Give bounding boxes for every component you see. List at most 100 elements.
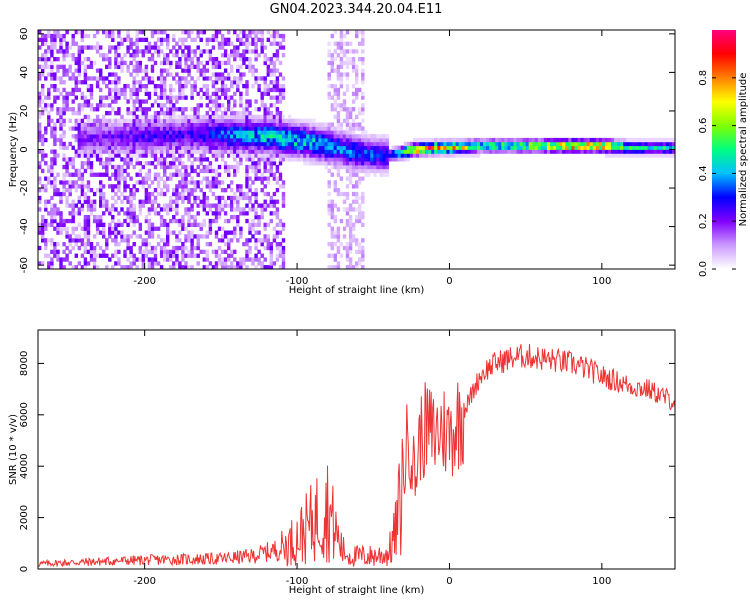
heatmap-cell	[150, 180, 155, 185]
heatmap-cell	[339, 41, 344, 46]
heatmap-cell	[361, 161, 365, 166]
heatmap-cell	[345, 191, 350, 197]
heatmap-cell	[251, 126, 255, 131]
heatmap-cell	[568, 137, 572, 143]
heatmap-cell	[239, 114, 243, 120]
heatmap-cell	[144, 145, 149, 150]
heatmap-cell	[38, 245, 42, 251]
heatmap-cell	[56, 107, 60, 112]
heatmap-cell	[159, 245, 164, 251]
heatmap-cell	[275, 118, 280, 123]
heatmap-cell	[74, 149, 78, 154]
heatmap-cell	[239, 207, 243, 212]
heatmap-cell	[38, 176, 42, 181]
heatmap-cell	[617, 141, 621, 147]
heatmap-cell	[342, 107, 347, 112]
heatmap-cell	[385, 157, 389, 162]
heatmap-cell	[102, 184, 106, 189]
heatmap-cell	[80, 203, 85, 208]
heatmap-cell	[68, 45, 72, 50]
heatmap-cell	[190, 176, 194, 181]
heatmap-cell	[135, 118, 139, 123]
heatmap-cell	[309, 153, 313, 158]
heatmap-cell	[135, 134, 139, 139]
heatmap-cell	[74, 242, 78, 247]
heatmap-cell	[153, 257, 158, 262]
heatmap-cell	[223, 37, 228, 42]
heatmap-cell	[446, 145, 450, 150]
heatmap-cell	[156, 126, 161, 131]
heatmap-cell	[623, 137, 627, 143]
heatmap-cell	[278, 253, 283, 258]
heatmap-cell	[111, 30, 115, 35]
heatmap-cell	[227, 107, 231, 112]
heatmap-cell	[245, 122, 249, 127]
heatmap-cell	[187, 80, 191, 85]
heatmap-cell	[327, 184, 331, 189]
heatmap-cell	[181, 149, 185, 154]
heatmap-cell	[498, 141, 502, 147]
heatmap-cell	[68, 211, 72, 216]
heatmap-cell	[504, 137, 508, 143]
heatmap-cell	[345, 176, 350, 181]
heatmap-cell	[59, 37, 63, 42]
heatmap-cell	[47, 95, 51, 100]
heatmap-cell	[233, 80, 237, 85]
heatmap-cell	[99, 137, 103, 143]
heatmap-cell	[278, 114, 283, 120]
heatmap-cell	[223, 91, 228, 96]
heatmap-cell	[333, 257, 337, 262]
heatmap-cell	[406, 149, 411, 154]
heatmap-cell	[248, 118, 252, 123]
heatmap-cell	[92, 265, 97, 270]
heatmap-cell	[150, 207, 155, 212]
heatmap-cell	[156, 191, 161, 197]
heatmap-cell	[251, 218, 255, 224]
heatmap-cell	[77, 207, 81, 212]
heatmap-cell	[263, 168, 267, 174]
heatmap-cell	[59, 211, 63, 216]
heatmap-cell	[150, 234, 155, 239]
heatmap-cell	[348, 168, 353, 174]
heatmap-cell	[68, 161, 72, 166]
heatmap-cell	[254, 230, 258, 235]
heatmap-cell	[355, 215, 359, 220]
heatmap-cell	[638, 137, 642, 143]
heatmap-cell	[373, 153, 377, 158]
heatmap-cell	[351, 161, 356, 166]
heatmap-cell	[77, 172, 81, 177]
heatmap-cell	[479, 141, 484, 147]
heatmap-cell	[230, 207, 234, 212]
heatmap-cell	[169, 111, 173, 116]
heatmap-cell	[236, 130, 240, 135]
heatmap-cell	[74, 95, 78, 100]
heatmap-cell	[260, 215, 264, 220]
heatmap-cell	[309, 161, 313, 166]
heatmap-cell	[233, 172, 237, 177]
heatmap-cell	[458, 153, 462, 158]
heatmap-cell	[77, 245, 81, 251]
heatmap-cell	[181, 53, 185, 58]
heatmap-cell	[361, 91, 365, 96]
heatmap-cell	[373, 168, 377, 174]
heatmap-cell	[205, 122, 209, 127]
heatmap-cell	[220, 84, 225, 89]
heatmap-cell	[220, 203, 225, 208]
heatmap-cell	[266, 191, 270, 197]
heatmap-cell	[266, 245, 270, 251]
heatmap-cell	[379, 134, 383, 139]
heatmap-cell	[181, 164, 185, 170]
heatmap-cell	[236, 141, 240, 147]
heatmap-cell	[175, 191, 179, 197]
heatmap-cell	[184, 184, 188, 189]
heatmap-cell	[604, 149, 609, 154]
heatmap-cell	[230, 238, 234, 243]
heatmap-cell	[361, 249, 365, 254]
heatmap-cell	[132, 68, 136, 73]
heatmap-cell	[208, 53, 213, 58]
heatmap-cell	[92, 234, 97, 239]
heatmap-cell	[303, 130, 307, 135]
heatmap-cell	[150, 118, 155, 123]
heatmap-cell	[111, 72, 115, 77]
heatmap-cell	[415, 137, 420, 143]
